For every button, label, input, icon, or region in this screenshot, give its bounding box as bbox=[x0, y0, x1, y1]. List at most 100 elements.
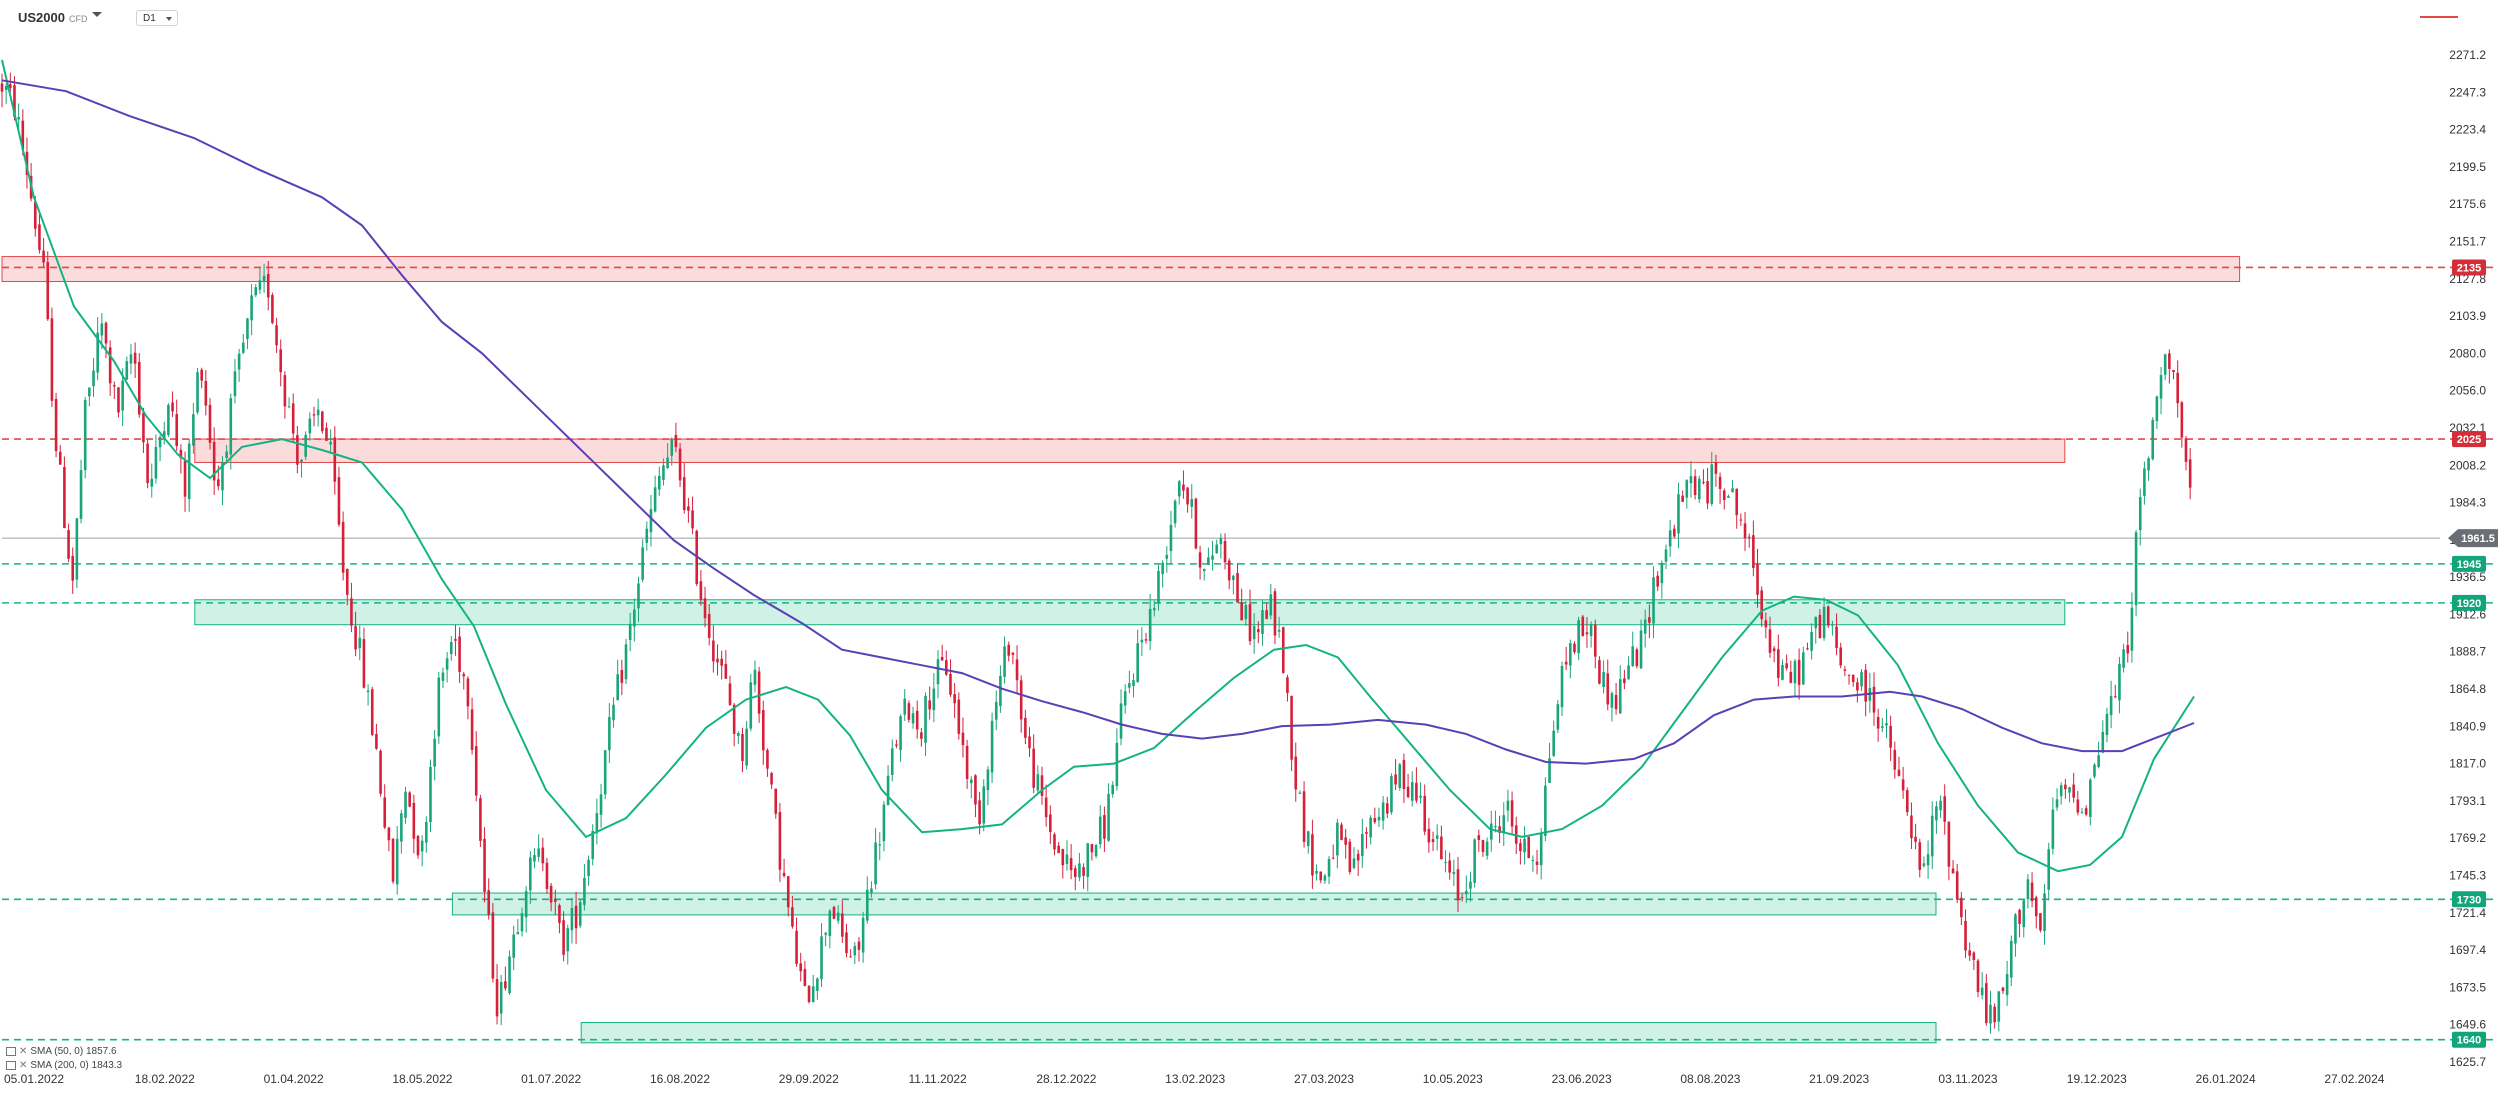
candle bbox=[175, 399, 179, 451]
zone-support-3[interactable] bbox=[451, 892, 1937, 916]
candle bbox=[1273, 588, 1277, 645]
candle bbox=[1598, 656, 1601, 685]
candle bbox=[549, 882, 553, 912]
candle bbox=[1760, 586, 1763, 627]
indicator-settings-icon[interactable] bbox=[6, 1046, 16, 1056]
candle bbox=[2097, 741, 2100, 769]
candle bbox=[1872, 672, 1876, 726]
candle bbox=[449, 635, 453, 661]
level-label-1945[interactable]: 1945 bbox=[2452, 555, 2486, 572]
candle bbox=[9, 72, 12, 94]
candle bbox=[1519, 838, 1522, 865]
candle bbox=[791, 895, 794, 929]
candle bbox=[429, 759, 432, 833]
y-tick-label: 1793.1 bbox=[2449, 794, 2486, 808]
candle bbox=[1340, 822, 1343, 841]
candle bbox=[1614, 683, 1618, 715]
remove-indicator-icon[interactable]: ✕ bbox=[19, 1046, 28, 1057]
candle bbox=[932, 673, 936, 723]
candle bbox=[2018, 908, 2021, 938]
y-tick-label: 1888.7 bbox=[2449, 645, 2486, 659]
sma50-line[interactable] bbox=[1, 59, 2195, 873]
candle bbox=[578, 899, 582, 929]
level-label-1920[interactable]: 1920 bbox=[2452, 594, 2486, 611]
candle bbox=[1635, 647, 1639, 669]
candle bbox=[890, 739, 894, 782]
candle bbox=[1722, 488, 1726, 510]
candle bbox=[1677, 482, 1680, 549]
candle bbox=[1801, 646, 1805, 686]
candle bbox=[1435, 824, 1439, 851]
indicator-settings-icon[interactable] bbox=[6, 1060, 16, 1070]
candle bbox=[1506, 789, 1510, 822]
symbol-selector[interactable]: US2000 CFD bbox=[18, 10, 87, 25]
candle bbox=[79, 459, 83, 524]
candle bbox=[1119, 689, 1123, 746]
candle bbox=[1198, 545, 1202, 580]
candle bbox=[1573, 641, 1576, 655]
x-tick-label: 05.01.2022 bbox=[4, 1072, 64, 1086]
candle bbox=[1103, 806, 1106, 853]
candle bbox=[1365, 827, 1368, 849]
candle bbox=[2084, 805, 2088, 817]
candle bbox=[1544, 777, 1547, 842]
legend-sma50[interactable]: ✕ SMA (50, 0) 1857.6 bbox=[6, 1045, 122, 1059]
y-tick-label: 2103.9 bbox=[2449, 309, 2486, 323]
candle bbox=[608, 703, 611, 763]
y-tick-label: 1864.8 bbox=[2449, 682, 2486, 696]
zone-resistance-1[interactable] bbox=[194, 438, 2066, 463]
candle bbox=[391, 838, 395, 884]
svg-text:1961.5: 1961.5 bbox=[2461, 533, 2495, 545]
timeframe-selector[interactable]: D1 bbox=[136, 10, 178, 26]
candle bbox=[599, 783, 603, 828]
candle bbox=[1456, 856, 1460, 912]
level-label-2135[interactable]: 2135 bbox=[2452, 259, 2486, 276]
candle bbox=[1602, 660, 1605, 694]
candle bbox=[329, 429, 332, 454]
candle bbox=[940, 644, 944, 662]
level-label-2025[interactable]: 2025 bbox=[2452, 431, 2486, 448]
zone-resistance-0[interactable] bbox=[1, 256, 2241, 283]
x-axis[interactable]: 05.01.2022 18.02.2022 01.04.2022 18.05.2022… bbox=[4, 1072, 2385, 1086]
candle bbox=[1935, 801, 1938, 834]
candle bbox=[362, 627, 366, 689]
candle bbox=[994, 690, 998, 730]
candle bbox=[437, 671, 441, 744]
symbol-dropdown-caret-icon[interactable] bbox=[92, 12, 102, 17]
candle bbox=[508, 950, 511, 995]
candle bbox=[841, 900, 844, 943]
legend-sma200[interactable]: ✕ SMA (200, 0) 1843.3 bbox=[6, 1059, 122, 1073]
candle bbox=[928, 686, 931, 720]
candle bbox=[2030, 872, 2034, 908]
candle bbox=[1082, 863, 1085, 889]
sma200-line[interactable] bbox=[1, 79, 2195, 765]
candle bbox=[1202, 568, 1206, 581]
candle bbox=[1123, 684, 1127, 714]
candle bbox=[870, 881, 873, 898]
candle bbox=[2039, 913, 2042, 933]
x-tick-label: 21.09.2023 bbox=[1809, 1072, 1869, 1086]
candle bbox=[1265, 603, 1268, 620]
level-label-1730[interactable]: 1730 bbox=[2452, 891, 2486, 908]
candle bbox=[753, 660, 757, 693]
remove-indicator-icon[interactable]: ✕ bbox=[19, 1060, 28, 1071]
y-tick-label: 2080.0 bbox=[2449, 346, 2486, 360]
zone-support-4[interactable] bbox=[580, 1022, 1937, 1044]
candle bbox=[1419, 782, 1422, 804]
candle bbox=[1107, 783, 1110, 842]
candle bbox=[562, 911, 565, 962]
level-label-1640[interactable]: 1640 bbox=[2452, 1031, 2486, 1048]
candle bbox=[1639, 619, 1643, 669]
candle bbox=[2047, 842, 2051, 901]
candle bbox=[50, 307, 54, 408]
candle bbox=[674, 422, 678, 453]
candle bbox=[574, 891, 578, 944]
candle bbox=[516, 919, 520, 935]
candle bbox=[2034, 895, 2038, 929]
candle bbox=[953, 682, 956, 718]
candle bbox=[1739, 513, 1743, 526]
candle bbox=[982, 779, 986, 832]
candle bbox=[137, 353, 141, 418]
candle bbox=[1248, 589, 1252, 646]
